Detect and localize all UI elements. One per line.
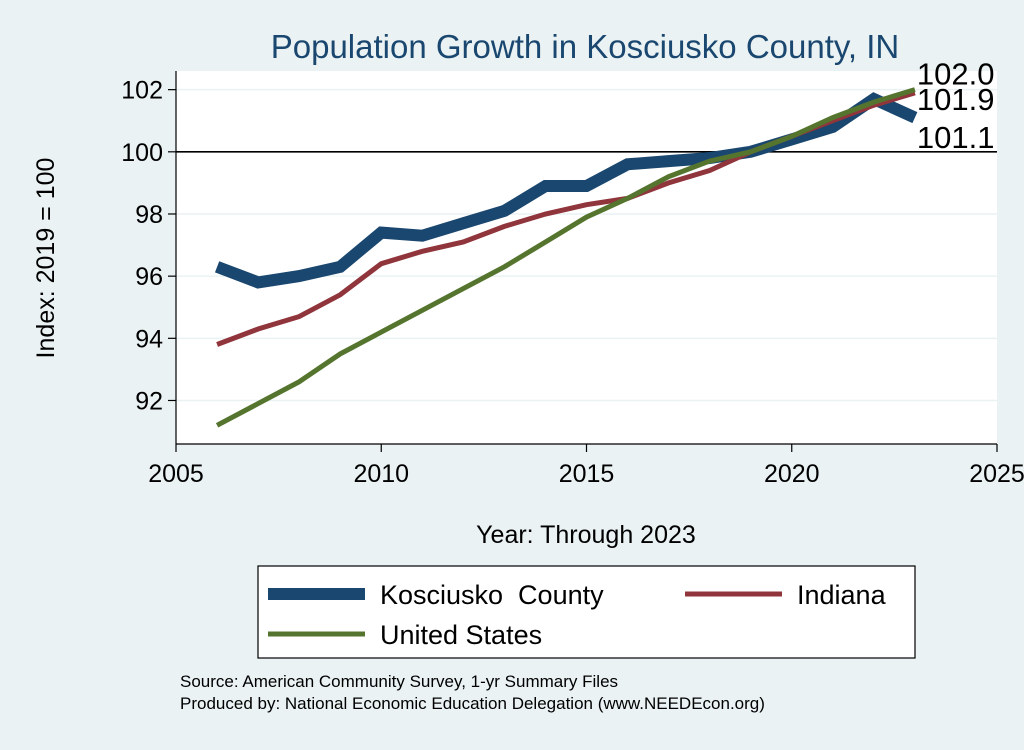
series-line-united-states — [215, 87, 916, 428]
plot-area — [176, 71, 997, 444]
source-note: Source: American Community Survey, 1-yr … — [180, 672, 618, 691]
end-label-indiana: 101.9 — [917, 82, 995, 117]
x-tick-label-2005: 2005 — [148, 460, 204, 488]
end-label-united-states: 102.0 — [917, 57, 995, 92]
x-tick-label-2010: 2010 — [353, 460, 409, 488]
produced-by-note: Produced by: National Economic Education… — [180, 694, 765, 713]
x-axis-label: Year: Through 2023 — [476, 521, 696, 549]
legend: Kosciusko County Indiana United States — [257, 565, 916, 659]
y-tick-label-98: 98 — [135, 201, 163, 229]
x-tick-label-2020: 2020 — [764, 460, 820, 488]
y-tick-label-94: 94 — [135, 325, 163, 353]
y-tick-label-100: 100 — [121, 139, 163, 167]
legend-label-united-states: United States — [380, 620, 542, 650]
series-line-kosciusko-county — [214, 92, 918, 289]
y-tick-label-96: 96 — [135, 263, 163, 291]
axes: 92 94 96 98 100 102 2005 2010 2015 2020 2025 — [121, 71, 1024, 488]
y-axis-label: Index: 2019 = 100 — [32, 158, 60, 359]
x-tick-label-2025: 2025 — [969, 460, 1024, 488]
chart-title: Population Growth in Kosciusko County, I… — [271, 28, 900, 65]
y-tick-label-92: 92 — [135, 387, 163, 415]
y-tick-label-102: 102 — [121, 77, 163, 105]
end-label-kosciusko-county: 101.1 — [917, 120, 995, 155]
legend-label-kosciusko-county: Kosciusko County — [380, 580, 604, 610]
legend-label-indiana: Indiana — [797, 580, 887, 610]
x-tick-label-2015: 2015 — [559, 460, 615, 488]
legend-box — [257, 565, 916, 659]
series-lines — [214, 87, 918, 428]
